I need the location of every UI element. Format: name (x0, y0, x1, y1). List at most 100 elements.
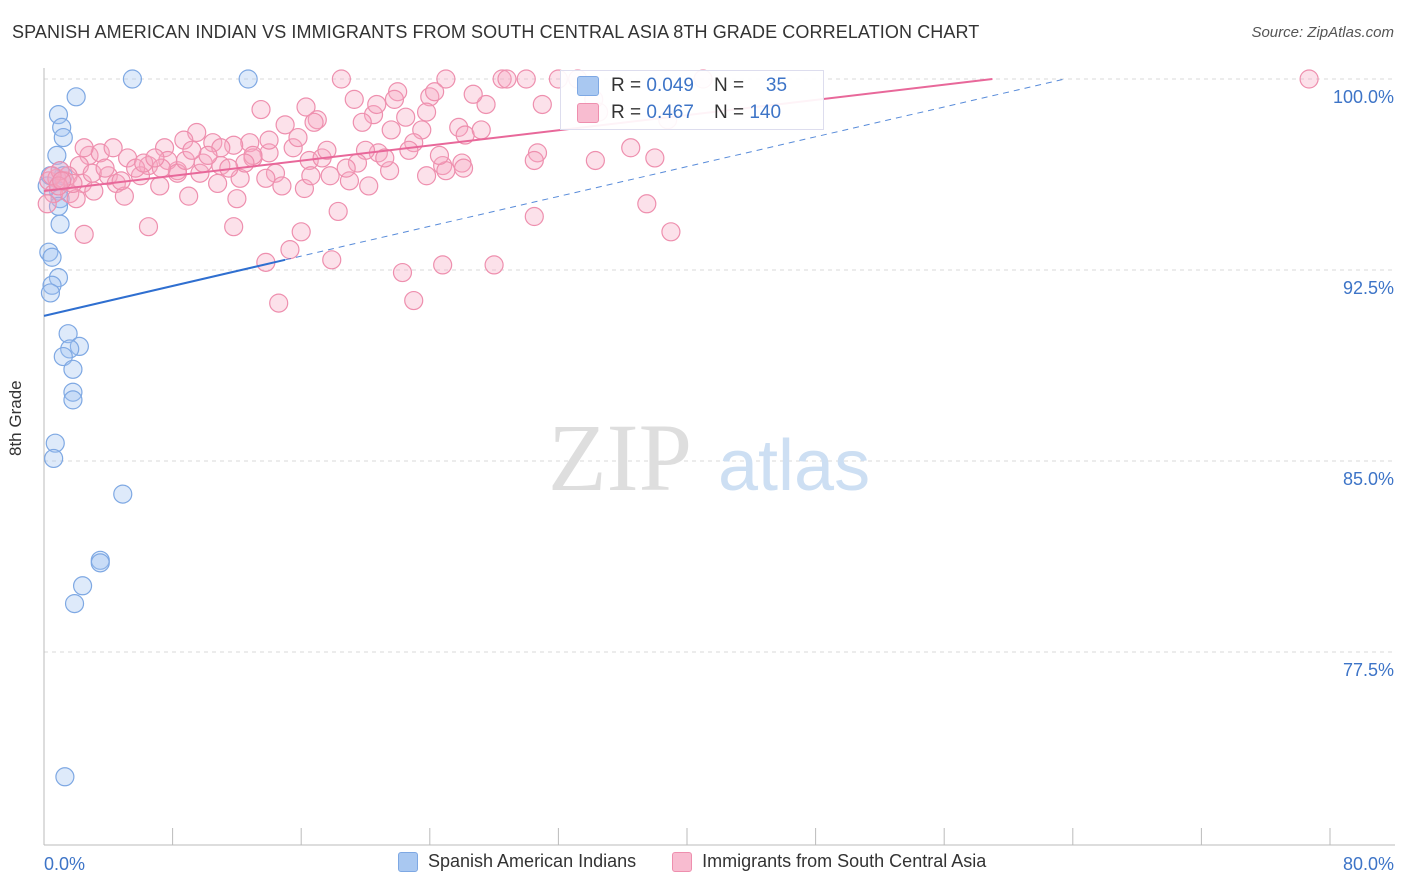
point-south-central-asia (384, 89, 405, 109)
point-south-central-asia (103, 138, 123, 158)
point-south-central-asia (416, 102, 437, 122)
point-south-central-asia (492, 69, 512, 89)
point-south-central-asia (317, 140, 337, 160)
point-south-central-asia (320, 166, 340, 186)
point-spanish-american-indian (90, 553, 110, 573)
y-tick-labels: 100.0% 92.5% 85.0% 77.5% (1333, 87, 1394, 680)
trend-extension-blue (285, 78, 1065, 261)
stats-box: R = 0.049 N = 35 R = 0.467 N = 140 (560, 70, 824, 130)
y-tick-label: 77.5% (1343, 660, 1394, 680)
point-south-central-asia (436, 69, 456, 89)
point-south-central-asia (344, 89, 364, 109)
watermark-zip: ZIP (548, 404, 692, 511)
point-south-central-asia (243, 145, 263, 165)
stats-swatch-blue (577, 76, 599, 96)
point-south-central-asia (269, 293, 289, 313)
point-south-central-asia (82, 163, 102, 183)
point-south-central-asia (645, 148, 665, 168)
point-south-central-asia (637, 194, 657, 214)
point-south-central-asia (175, 150, 196, 171)
point-spanish-american-indian (122, 69, 143, 89)
point-spanish-american-indian (48, 105, 69, 125)
legend: Spanish American Indians Immigrants from… (398, 851, 1014, 872)
point-south-central-asia (336, 158, 356, 178)
point-south-central-asia (296, 97, 316, 117)
point-spanish-american-indian (63, 382, 83, 402)
y-tick-label: 92.5% (1343, 278, 1394, 298)
point-south-central-asia (331, 69, 351, 89)
point-south-central-asia (301, 166, 321, 186)
point-south-central-asia (307, 110, 327, 130)
point-south-central-asia (256, 168, 276, 188)
point-south-central-asia (198, 145, 218, 165)
point-spanish-american-indian (55, 767, 75, 787)
point-spanish-american-indian (42, 275, 62, 295)
point-spanish-american-indian (238, 69, 258, 89)
y-tick-label: 85.0% (1343, 469, 1394, 489)
point-south-central-asia (145, 148, 165, 168)
stats-row-blue: R = 0.049 N = 35 (577, 75, 787, 97)
point-south-central-asia (524, 150, 544, 171)
n-value-blue: 35 (765, 75, 788, 96)
point-south-central-asia (433, 255, 453, 275)
point-south-central-asia (381, 120, 401, 140)
point-spanish-american-indian (40, 283, 61, 303)
point-south-central-asia (52, 171, 72, 191)
point-spanish-american-indian (72, 576, 93, 596)
n-label: N = (713, 75, 745, 96)
point-south-central-asia (352, 112, 372, 132)
point-south-central-asia (416, 166, 437, 186)
trend-line-pink (43, 78, 993, 193)
point-spanish-american-indian (58, 324, 78, 344)
point-south-central-asia (66, 189, 86, 209)
r-label: R = (611, 75, 642, 96)
legend-swatch-blue (398, 851, 418, 872)
point-south-central-asia (396, 107, 416, 127)
n-value-pink: 140 (749, 102, 782, 123)
point-spanish-american-indian (53, 346, 73, 367)
point-south-central-asia (425, 82, 445, 102)
source-label: Source: ZipAtlas.com (1251, 24, 1394, 41)
point-south-central-asia (399, 140, 419, 160)
point-south-central-asia (42, 166, 62, 186)
point-spanish-american-indian (64, 594, 85, 614)
point-spanish-american-indian (63, 390, 83, 410)
y-axis-title: 8th Grade (6, 380, 25, 456)
trend-lines (43, 78, 1065, 317)
point-south-central-asia (114, 186, 134, 206)
point-south-central-asia (497, 69, 517, 89)
x-tick-label: 0.0% (44, 854, 85, 874)
point-south-central-asia (524, 206, 544, 227)
point-south-central-asia (471, 120, 491, 140)
point-south-central-asia (429, 145, 450, 165)
watermark-atlas: atlas (718, 426, 870, 506)
point-south-central-asia (453, 158, 474, 178)
point-spanish-american-indian (45, 433, 65, 453)
chart-title: SPANISH AMERICAN INDIAN VS IMMIGRANTS FR… (12, 22, 980, 42)
point-spanish-american-indian (48, 268, 69, 288)
point-south-central-asia (174, 130, 194, 150)
point-south-central-asia (339, 171, 360, 191)
point-south-central-asia (134, 153, 154, 173)
point-spanish-american-indian (66, 87, 86, 107)
point-spanish-american-indian (60, 339, 80, 359)
point-south-central-asia (516, 69, 536, 89)
point-south-central-asia (74, 224, 94, 244)
point-south-central-asia (288, 127, 308, 148)
point-south-central-asia (304, 112, 324, 132)
point-south-central-asia (661, 222, 681, 242)
point-south-central-asia (322, 250, 342, 270)
point-south-central-asia (259, 130, 279, 150)
point-south-central-asia (291, 222, 311, 242)
legend-item-spanish-american-indians[interactable]: Spanish American Indians (398, 851, 636, 872)
point-spanish-american-indian (63, 359, 83, 379)
legend-label: Immigrants from South Central Asia (702, 851, 987, 871)
point-south-central-asia (375, 148, 395, 168)
point-spanish-american-indian (53, 127, 73, 148)
point-spanish-american-indian (52, 117, 72, 137)
r-value-blue: 0.049 (646, 75, 694, 96)
r-value-pink: 0.467 (646, 102, 694, 123)
legend-item-immigrants-south-central-asia[interactable]: Immigrants from South Central Asia (672, 851, 986, 872)
point-spanish-american-indian (50, 214, 70, 234)
stats-swatch-pink (577, 103, 599, 123)
